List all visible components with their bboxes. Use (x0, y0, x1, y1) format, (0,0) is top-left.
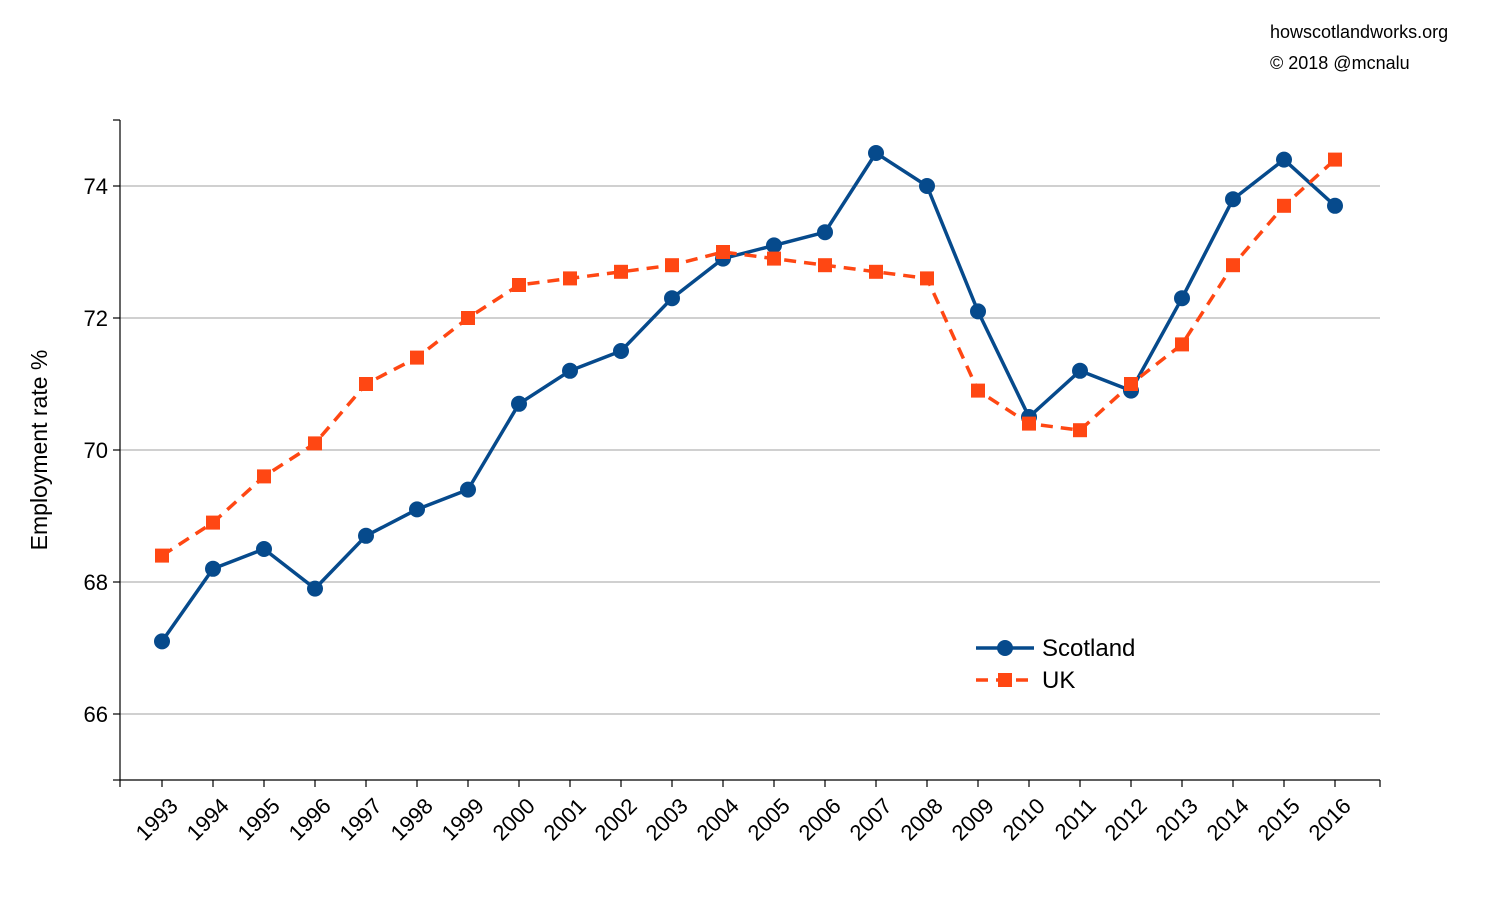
series-group (154, 145, 1343, 650)
x-tick-label-1993: 1993 (131, 793, 183, 845)
x-tick-label-1999: 1999 (437, 793, 489, 845)
legend-item-scotland: Scotland (976, 635, 1135, 662)
point-scotland-2001 (562, 362, 578, 379)
x-tick-label-2006: 2006 (794, 793, 846, 845)
series-line-scotland (160, 151, 1337, 643)
point-scotland-1996 (307, 580, 323, 597)
legend-item-uk: UK (976, 667, 1075, 694)
legend: Scotland UK (976, 635, 1135, 694)
x-tick-label-2013: 2013 (1151, 793, 1203, 845)
x-tick-label-2014: 2014 (1202, 793, 1254, 845)
y-tick-label-68: 68 (84, 570, 108, 595)
point-uk-2003 (665, 258, 679, 273)
point-scotland-2003 (664, 290, 680, 307)
point-scotland-1995 (256, 541, 272, 557)
x-tick-label-2008: 2008 (896, 793, 948, 845)
legend-marker-uk (998, 673, 1012, 687)
point-uk-2005 (767, 251, 781, 266)
x-tick-label-2000: 2000 (488, 793, 540, 845)
credit-website: howscotlandworks.org (1270, 22, 1449, 42)
point-uk-1993 (155, 548, 169, 563)
point-uk-2009 (971, 383, 985, 398)
credit-copyright: © 2018 @mcnalu (1270, 53, 1410, 73)
series-line-uk (161, 158, 1337, 558)
point-uk-1996 (308, 436, 322, 451)
point-scotland-1993 (154, 633, 170, 650)
axes: 6668707274199319941995199619971998199920… (26, 119, 1381, 845)
point-uk-2012 (1124, 377, 1138, 391)
x-tick-label-2002: 2002 (590, 793, 642, 845)
x-tick-label-1995: 1995 (233, 793, 285, 845)
point-scotland-1997 (358, 527, 374, 544)
point-scotland-2006 (817, 224, 833, 241)
point-uk-1999 (461, 311, 475, 325)
x-tick-label-2010: 2010 (998, 793, 1050, 845)
y-axis-label: Employment rate % (26, 350, 52, 551)
point-scotland-2015 (1276, 151, 1292, 168)
x-tick-label-1998: 1998 (386, 793, 438, 845)
point-scotland-1994 (205, 560, 221, 577)
point-uk-1994 (206, 515, 220, 530)
point-scotland-2002 (613, 343, 629, 359)
point-scotland-2005 (766, 237, 782, 254)
point-uk-2016 (1328, 152, 1342, 167)
x-tick-label-2011: 2011 (1050, 793, 1101, 844)
point-uk-2006 (818, 258, 832, 273)
x-tick-label-2015: 2015 (1253, 793, 1305, 845)
x-tick-label-1996: 1996 (284, 793, 336, 845)
point-uk-2015 (1277, 198, 1291, 213)
point-uk-2011 (1073, 423, 1087, 438)
point-scotland-2008 (919, 178, 935, 194)
point-scotland-2007 (868, 145, 884, 161)
point-uk-1997 (359, 377, 373, 391)
point-uk-2008 (920, 271, 934, 286)
point-uk-1998 (410, 350, 424, 365)
x-tick-label-2016: 2016 (1304, 793, 1356, 845)
point-scotland-1999 (460, 481, 476, 498)
x-tick-label-2007: 2007 (845, 793, 897, 845)
point-uk-2014 (1226, 258, 1240, 273)
x-tick-label-2009: 2009 (947, 793, 999, 845)
series-scotland (154, 145, 1343, 650)
legend-label-uk: UK (1042, 667, 1075, 694)
point-scotland-2014 (1225, 191, 1241, 208)
x-tick-label-2004: 2004 (692, 793, 744, 845)
point-uk-2002 (614, 264, 628, 279)
legend-label-scotland: Scotland (1042, 635, 1135, 662)
x-tick-label-2005: 2005 (743, 793, 795, 845)
x-tick-label-1994: 1994 (182, 793, 234, 845)
gridlines (120, 185, 1380, 715)
y-tick-label-74: 74 (84, 174, 108, 199)
x-tick-label-2003: 2003 (641, 793, 693, 845)
point-uk-2004 (716, 245, 730, 259)
x-tick-label-1997: 1997 (335, 793, 387, 845)
y-tick-label-72: 72 (84, 306, 108, 331)
x-tick-label-2001: 2001 (539, 793, 591, 845)
point-scotland-2016 (1327, 197, 1343, 214)
point-uk-2007 (869, 264, 883, 279)
y-tick-label-70: 70 (84, 438, 108, 463)
point-scotland-2009 (970, 303, 986, 320)
point-uk-2001 (563, 271, 577, 286)
legend-marker-scotland (997, 640, 1013, 656)
y-tick-label-66: 66 (84, 702, 108, 727)
point-scotland-2013 (1174, 290, 1190, 307)
x-tick-label-2012: 2012 (1100, 793, 1152, 845)
point-uk-2013 (1175, 337, 1189, 352)
point-scotland-2011 (1072, 362, 1088, 379)
point-uk-2010 (1022, 416, 1036, 431)
point-uk-1995 (257, 469, 271, 484)
point-uk-2000 (512, 278, 526, 292)
point-scotland-2000 (511, 395, 527, 412)
series-uk (155, 152, 1342, 563)
point-scotland-1998 (409, 501, 425, 518)
